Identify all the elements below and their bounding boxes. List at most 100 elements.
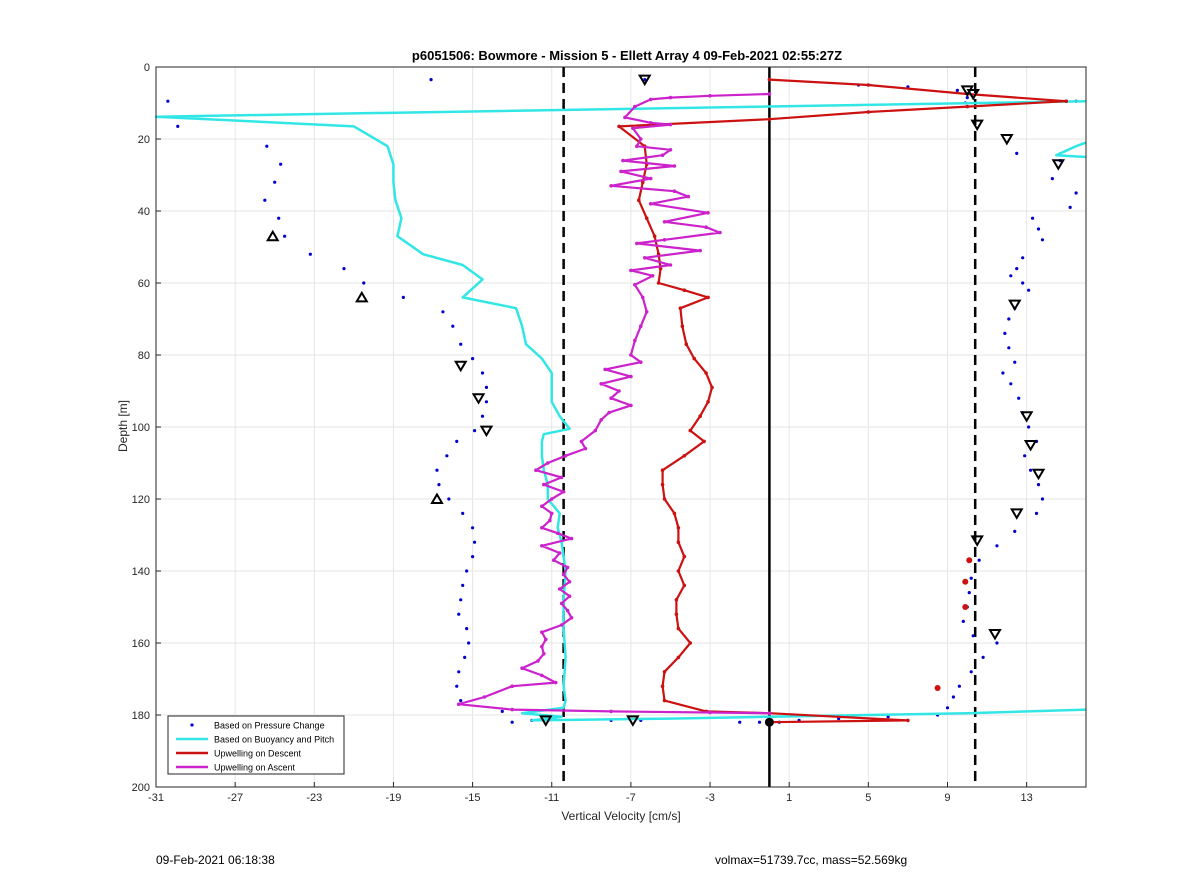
ascent-point bbox=[540, 504, 544, 509]
buoyancy-line bbox=[154, 99, 1087, 722]
pressure-point bbox=[480, 371, 485, 375]
y-axis-label: Depth [m] bbox=[116, 400, 130, 452]
descent-point bbox=[660, 482, 665, 487]
triangle-marker bbox=[453, 360, 468, 373]
pressure-point bbox=[459, 342, 463, 346]
ascent-point bbox=[640, 295, 645, 300]
x-tick-label: 9 bbox=[944, 792, 950, 804]
x-tick-label: -27 bbox=[227, 792, 243, 804]
ascent-point bbox=[708, 94, 712, 98]
ascent-point bbox=[698, 248, 702, 253]
pressure-point bbox=[1036, 483, 1041, 487]
ascent-point bbox=[635, 144, 639, 148]
y-tick-label: 200 bbox=[132, 782, 150, 794]
descent-point bbox=[676, 655, 681, 660]
triangle-marker bbox=[626, 715, 640, 727]
pressure-point bbox=[951, 695, 956, 699]
pressure-point bbox=[461, 583, 465, 588]
pressure-point bbox=[995, 641, 999, 645]
pressure-point bbox=[457, 612, 461, 616]
pressure-point bbox=[1021, 256, 1025, 260]
ascent-point bbox=[708, 710, 712, 715]
descent-point bbox=[660, 684, 665, 688]
pressure-point bbox=[470, 555, 475, 559]
ascent-point bbox=[648, 202, 653, 206]
ascent-point bbox=[631, 126, 635, 130]
descent-marker bbox=[966, 557, 973, 564]
pressure-point bbox=[451, 324, 455, 328]
descent-point bbox=[662, 698, 667, 703]
legend-label: Upwelling on Descent bbox=[214, 749, 302, 759]
pressure-point bbox=[401, 295, 405, 299]
pressure-point bbox=[455, 439, 459, 443]
pressure-point bbox=[463, 655, 467, 660]
pressure-point bbox=[500, 709, 504, 714]
pressure-point bbox=[643, 78, 647, 82]
pressure-point bbox=[472, 429, 477, 433]
pressure-point bbox=[1009, 382, 1013, 386]
ascent-point bbox=[593, 428, 598, 433]
ascent-point bbox=[549, 511, 554, 516]
ascent-point bbox=[633, 338, 637, 343]
descent-point bbox=[676, 540, 681, 544]
pressure-point bbox=[886, 715, 890, 719]
x-tick-label: -7 bbox=[626, 792, 636, 804]
pressure-point bbox=[738, 720, 742, 724]
descent-point bbox=[866, 110, 871, 114]
pressure-point bbox=[441, 310, 445, 314]
descent-point bbox=[684, 342, 689, 347]
pressure-point bbox=[176, 124, 180, 128]
pressure-point bbox=[995, 544, 999, 548]
grid-layer bbox=[155, 66, 1086, 788]
y-tick-label: 80 bbox=[138, 350, 150, 362]
ascent-point bbox=[644, 310, 649, 314]
ascent-point bbox=[569, 616, 574, 620]
ascent-point bbox=[545, 461, 550, 465]
pressure-point bbox=[1028, 468, 1033, 472]
ascent-point bbox=[633, 283, 637, 287]
ascent-point bbox=[648, 121, 653, 125]
y-tick-label: 40 bbox=[138, 206, 150, 218]
ascent-point bbox=[456, 702, 461, 706]
ascent-point bbox=[542, 482, 546, 487]
ascent-point bbox=[565, 565, 570, 570]
pressure-point bbox=[1027, 425, 1031, 429]
pressure-point bbox=[1013, 360, 1017, 364]
triangle-marker bbox=[637, 74, 652, 87]
descent-point bbox=[767, 77, 772, 82]
pressure-point bbox=[465, 569, 469, 573]
x-tick-label: -19 bbox=[385, 792, 401, 804]
pressure-point bbox=[461, 511, 465, 515]
pressure-point bbox=[1021, 281, 1025, 285]
pressure-point bbox=[1030, 216, 1035, 220]
y-tick-label: 0 bbox=[144, 62, 150, 74]
descent-point bbox=[637, 198, 641, 202]
pressure-point bbox=[308, 252, 312, 256]
descent-point bbox=[682, 454, 687, 458]
descent-marker bbox=[962, 604, 969, 610]
triangle-marker bbox=[966, 89, 980, 101]
ascent-point bbox=[617, 389, 621, 393]
ascent-point bbox=[557, 551, 562, 555]
pressure-point bbox=[459, 598, 463, 602]
pressure-point bbox=[470, 357, 475, 361]
ascent-point bbox=[567, 594, 572, 598]
reference-lines bbox=[562, 67, 977, 787]
marker-layer bbox=[265, 74, 1066, 727]
pressure-point bbox=[981, 655, 985, 660]
ascent-point bbox=[633, 104, 637, 109]
descent-point bbox=[644, 216, 649, 220]
triangle-marker bbox=[970, 119, 984, 132]
ascent-point bbox=[662, 220, 667, 224]
x-tick-label: -15 bbox=[465, 792, 481, 804]
descent-point bbox=[617, 124, 621, 129]
descent-point bbox=[698, 414, 702, 419]
ascent-point bbox=[559, 623, 564, 627]
pressure-point bbox=[472, 540, 477, 544]
pressure-point bbox=[283, 234, 287, 238]
ascent-point bbox=[609, 396, 613, 401]
ascent-point bbox=[482, 695, 487, 699]
x-tick-label: -23 bbox=[306, 792, 322, 804]
ascent-point bbox=[599, 382, 604, 386]
descent-point bbox=[702, 439, 706, 444]
